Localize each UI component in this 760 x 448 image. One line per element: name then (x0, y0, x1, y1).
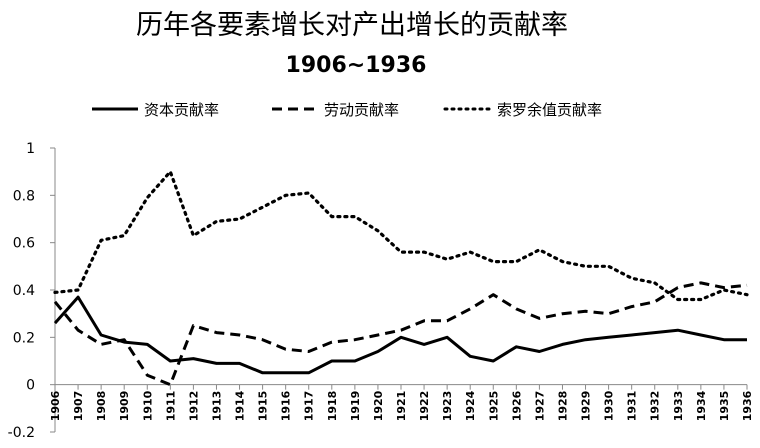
legend-label-2: 劳动贡献率 (324, 101, 399, 119)
x-tick-label: 1920 (372, 390, 385, 421)
x-tick-label: 1927 (533, 391, 546, 422)
x-tick-label: 1911 (164, 391, 177, 422)
y-tick-label: -0.2 (8, 425, 35, 441)
x-tick-label: 1919 (349, 391, 362, 422)
x-tick-label: 1915 (257, 391, 270, 422)
x-tick-label: 1921 (395, 391, 408, 422)
chart-legend: 资本贡献率 劳动贡献率 索罗余值贡献率 (92, 101, 602, 119)
x-tick-label: 1907 (72, 391, 85, 422)
y-tick-label: 0.8 (13, 188, 35, 204)
x-tick-label: 1917 (303, 391, 316, 422)
x-tick-label: 1932 (649, 391, 662, 422)
x-tick-label: 1936 (741, 390, 754, 421)
x-tick-label: 1908 (95, 391, 108, 422)
y-tick-label: 0.6 (13, 236, 35, 252)
x-tick-label: 1918 (326, 391, 339, 422)
x-tick-label: 1912 (187, 391, 200, 422)
x-tick-label: 1923 (441, 391, 454, 422)
y-tick-label: 0.4 (13, 283, 35, 299)
chart-axes: -0.2 0 0.2 0.4 0.6 0.8 1 1906 1907 1908 1909 1910 19… (8, 141, 754, 441)
legend-label-3: 索罗余值贡献率 (497, 101, 602, 119)
chart-title: 历年各要素增长对产出增长的贡献率 (136, 10, 568, 41)
x-tick-label: 1933 (672, 391, 685, 422)
y-tick-label: 0 (26, 378, 35, 394)
x-tick-label: 1930 (603, 390, 616, 421)
series-line-1 (53, 295, 747, 375)
x-tick-label: 1935 (718, 391, 731, 422)
x-tick-label: 1913 (210, 391, 223, 422)
y-tick-label: 0.2 (13, 330, 35, 346)
x-tick-label: 1910 (141, 390, 154, 421)
x-tick-label: 1922 (418, 391, 431, 422)
x-tick-label: 1909 (118, 391, 131, 422)
x-tick-label: 1906 (49, 390, 62, 421)
x-tick-label: 1931 (626, 391, 639, 422)
series-line-3 (53, 170, 749, 302)
y-tick-label: 1 (26, 141, 35, 157)
x-tick-label: 1929 (580, 391, 593, 422)
x-tick-label: 1916 (280, 390, 293, 421)
series-line-2 (53, 281, 748, 387)
x-tick-label: 1934 (695, 390, 708, 421)
x-tick-label: 1924 (464, 390, 477, 421)
x-tick-label: 1925 (487, 391, 500, 422)
x-tick-label: 1914 (234, 390, 247, 421)
x-tick-label: 1926 (510, 390, 523, 421)
legend-label-1: 资本贡献率 (144, 101, 219, 119)
chart-plot-area (53, 170, 749, 387)
x-tick-label: 1928 (556, 391, 569, 422)
chart-subtitle: 1906~1936 (286, 53, 427, 78)
